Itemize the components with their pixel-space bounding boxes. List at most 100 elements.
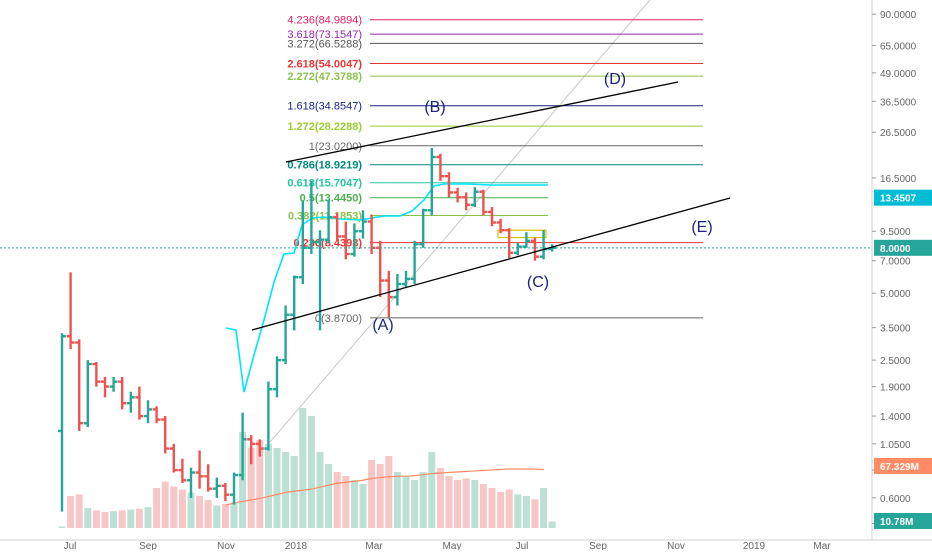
wave-label: (D) (604, 71, 626, 88)
volume-bar (282, 452, 290, 528)
volume-bar (213, 505, 221, 528)
price-tick-label: 7.0000 (880, 257, 911, 268)
ohlc-bar (212, 477, 221, 498)
price-tick-label: 1.4000 (880, 412, 911, 423)
ohlc-bar (427, 147, 436, 216)
volume-bar (505, 489, 513, 528)
fib-level-label: 4.236(84.9894) (287, 15, 362, 27)
ohlc-bar (187, 467, 195, 498)
ohlc-bar (333, 212, 342, 242)
ohlc-bar (350, 223, 359, 257)
ohlc-bar (58, 333, 66, 512)
fib-level-label: 0(3.8700) (315, 313, 362, 325)
price-tick-label: 36.5000 (880, 97, 917, 108)
price-badges: 13.4507 8.0000 67.329M 10.78M (874, 189, 932, 529)
volume-bar (497, 492, 505, 528)
volume-bar (230, 502, 238, 528)
price-tick-label: 1.9000 (880, 383, 911, 394)
wave-label: (A) (372, 317, 393, 334)
volume-bar (178, 489, 186, 528)
volume-bar (196, 496, 204, 528)
ohlc-bar (513, 243, 522, 256)
volume-bar (471, 480, 479, 528)
volume-bar (247, 448, 255, 528)
lower-trendline (251, 197, 731, 331)
volume-bar (479, 484, 487, 528)
price-tick-label: 1.0500 (880, 440, 911, 451)
diagonal-guide-layer (269, 0, 651, 443)
ohlc-bar (273, 356, 281, 398)
volume-bar (290, 456, 298, 528)
volume-bar (264, 444, 272, 528)
fib-levels-layer: 4.236(84.9894) 3.618(73.1547)3.272(66.528… (287, 15, 703, 325)
fib-level-label: 2.272(47.3788) (287, 71, 362, 83)
ohlc-bar (195, 450, 204, 489)
volume-bar (462, 478, 470, 528)
volume-ma-badge-bg (874, 458, 932, 474)
volume-badge-label: 10.78M (880, 517, 913, 528)
volume-bar (110, 511, 118, 528)
ohlc-bar (126, 391, 135, 413)
ohlc-bar (410, 240, 419, 284)
ohlc-bar (496, 218, 505, 234)
diagonal-guide-line (269, 0, 651, 443)
time-tick-label: Mar (365, 541, 383, 550)
ohlc-bar (316, 230, 324, 331)
ohlc-bar (488, 207, 496, 227)
volume-bar (118, 510, 126, 528)
volume-bar (393, 472, 401, 528)
volume-bar (256, 440, 264, 528)
price-tick-label: 65.0000 (880, 42, 917, 53)
ohlc-bar (118, 376, 127, 410)
fib-level-label: 1(23.0200) (309, 141, 362, 153)
volume-bar (402, 476, 410, 528)
fib-level-label: 1.618(34.8547) (287, 101, 362, 113)
ohlc-bar (255, 439, 264, 457)
volume-bar (204, 500, 212, 528)
volume-bar (445, 476, 453, 528)
volume-bar (170, 486, 178, 528)
volume-bar (376, 464, 384, 528)
ohlc-bar (531, 237, 539, 261)
ohlc-bar (230, 472, 238, 505)
upper-trendline (285, 81, 679, 163)
ohlc-bar (221, 482, 230, 502)
volume-bar (428, 452, 436, 528)
ohlc-bar (66, 272, 75, 350)
ohlc-bar (135, 386, 144, 420)
ohlc-bar (83, 360, 92, 428)
volume-bar (522, 496, 530, 528)
moving-average-line (225, 183, 548, 393)
ohlc-bar (453, 187, 462, 203)
volume-bar (67, 496, 75, 528)
volume-bar (454, 480, 462, 528)
price-tick-label: 9.5000 (880, 227, 911, 238)
ohlc-bar (169, 443, 178, 473)
price-tick-label: 0.6000 (880, 494, 911, 505)
fib-level-label: 0.5(13.4450) (300, 193, 363, 205)
highlight-box (497, 229, 547, 239)
volume-ma-badge-label: 67.329M (880, 462, 919, 473)
fib-level-label: 3.618(73.1547) (287, 29, 362, 41)
ohlc-bar (109, 376, 118, 392)
volume-bar (540, 488, 548, 528)
ohlc-bar (204, 464, 213, 492)
volume-bar (419, 472, 427, 528)
ohlc-bar (359, 210, 367, 239)
price-tick-label: 16.5000 (880, 174, 917, 185)
volume-bar (514, 494, 522, 528)
time-tick-label: Jul (64, 541, 77, 550)
ohlc-bar (101, 376, 109, 398)
ohlc-bar (522, 232, 531, 248)
ohlc-bar (445, 172, 453, 198)
volume-bar (299, 408, 307, 528)
time-axis[interactable]: Jul Sep Nov 2018 Mar May Jul Sep Nov 2019 Mar (0, 539, 932, 552)
volume-bar (325, 464, 333, 528)
ohlc-bar (238, 412, 247, 481)
volume-badge-bg (874, 513, 932, 529)
volume-bar (273, 448, 281, 528)
candles-layer (58, 147, 557, 512)
fib-level-label: 1.272(28.2288) (287, 121, 362, 133)
